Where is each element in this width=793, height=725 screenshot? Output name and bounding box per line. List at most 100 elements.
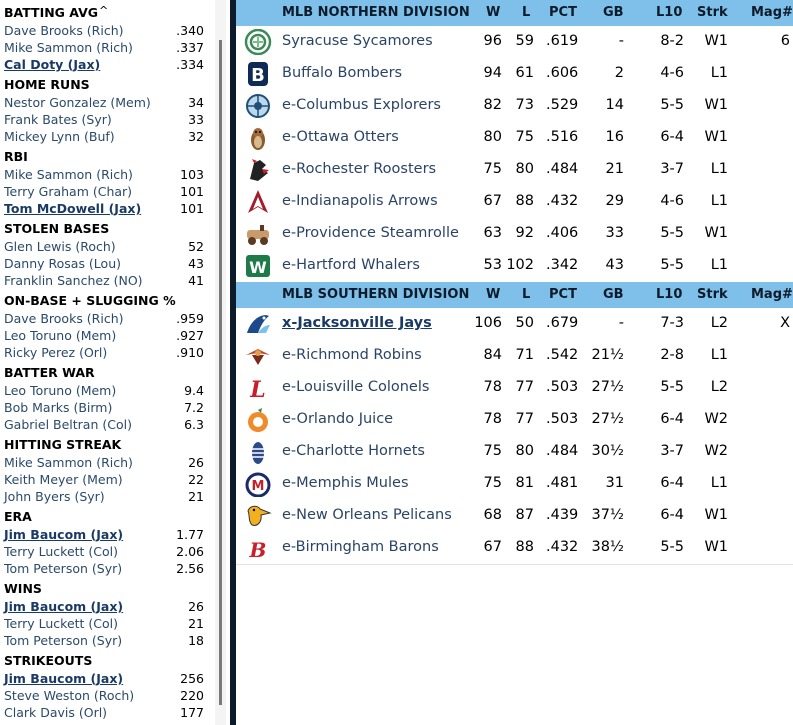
- leader-row[interactable]: Jim Baucom (Jax) 1.77: [4, 527, 204, 544]
- team-losses: 88: [515, 539, 534, 555]
- team-name-link[interactable]: e-New Orleans Pelicans: [282, 507, 452, 523]
- team-games-back: 21: [605, 161, 624, 177]
- panel-divider[interactable]: [230, 0, 236, 725]
- leader-player-name: Clark Davis (Orl): [4, 705, 108, 720]
- col-header-pct[interactable]: PCT: [549, 5, 577, 20]
- rooster-logo-icon: [244, 157, 272, 183]
- team-row[interactable]: Syracuse Sycamores 96 59 .619 - 8-2 W1 6: [236, 26, 793, 59]
- team-row[interactable]: e-Orlando Juice 78 77 .503 27½ 6-4 W2: [236, 404, 793, 437]
- leader-player-name[interactable]: Cal Doty (Jax): [4, 57, 101, 72]
- leader-player-name[interactable]: Jim Baucom (Jax): [4, 671, 124, 686]
- leader-stat-value: 101: [180, 184, 204, 199]
- leader-player-name: Leo Toruno (Mem): [4, 328, 117, 343]
- team-row[interactable]: B Buffalo Bombers 94 61 .606 2 4-6 L1: [236, 58, 793, 91]
- team-last-10: 5-5: [660, 225, 684, 241]
- leader-stat-value: 21: [188, 616, 204, 631]
- team-magic-number: X: [780, 315, 790, 331]
- team-wins: 78: [483, 411, 502, 427]
- leader-player-name: Ricky Perez (Orl): [4, 345, 108, 360]
- team-wins: 53: [483, 257, 502, 273]
- team-losses: 80: [515, 443, 534, 459]
- leader-player-name[interactable]: Jim Baucom (Jax): [4, 527, 124, 542]
- team-name-link[interactable]: e-Louisville Colonels: [282, 379, 430, 395]
- team-name-link[interactable]: e-Ottawa Otters: [282, 129, 399, 145]
- team-last-10: 6-4: [660, 507, 684, 523]
- leader-row[interactable]: Tom McDowell (Jax) 101: [4, 201, 204, 218]
- col-header-l[interactable]: L: [522, 5, 531, 20]
- team-games-back: 16: [605, 129, 624, 145]
- col-header-w[interactable]: W: [486, 5, 501, 20]
- team-row[interactable]: e-New Orleans Pelicans 68 87 .439 37½ 6-4 W1: [236, 500, 793, 533]
- team-win-pct: .432: [546, 193, 579, 209]
- team-row[interactable]: e-Charlotte Hornets 75 80 .484 30½ 3-7 W2: [236, 436, 793, 469]
- team-win-pct: .439: [546, 507, 579, 523]
- col-header-mag[interactable]: Mag#: [751, 5, 793, 20]
- sycamore-logo-icon: [244, 28, 272, 56]
- team-name-link[interactable]: e-Charlotte Hornets: [282, 443, 425, 459]
- team-name-link[interactable]: e-Richmond Robins: [282, 347, 422, 363]
- team-wins: 75: [483, 161, 502, 177]
- league-leaders-panel: [0, 0, 230, 725]
- team-name-link[interactable]: e-Rochester Roosters: [282, 161, 437, 177]
- col-header-strk[interactable]: Strk: [697, 287, 728, 302]
- leader-row[interactable]: Jim Baucom (Jax) 256: [4, 671, 204, 688]
- team-name-link[interactable]: e-Birmingham Barons: [282, 539, 439, 555]
- team-win-pct: .606: [546, 65, 579, 81]
- leader-player-name: Glen Lewis (Roch): [4, 239, 116, 254]
- robin-logo-icon: [244, 343, 272, 369]
- team-row[interactable]: x-Jacksonville Jays 106 50 .679 - 7-3 L2 X: [236, 308, 793, 341]
- col-header-gb[interactable]: GB: [603, 287, 624, 302]
- team-name-link[interactable]: e-Columbus Explorers: [282, 97, 441, 113]
- team-row[interactable]: e-Ottawa Otters 80 75 .516 16 6-4 W1: [236, 122, 793, 155]
- leader-player-name: Mike Sammon (Rich): [4, 455, 133, 470]
- leader-player-name: Terry Luckett (Col): [4, 544, 119, 559]
- leader-stat-value: 34: [188, 95, 204, 110]
- leader-row[interactable]: Cal Doty (Jax) .334: [4, 57, 204, 74]
- team-name-link[interactable]: x-Jacksonville Jays: [282, 315, 432, 331]
- col-header-gb[interactable]: GB: [603, 5, 624, 20]
- leader-stat-value: .337: [176, 40, 204, 55]
- col-header-l10[interactable]: L10: [656, 287, 683, 302]
- leader-category-title: BATTING AVG: [4, 5, 99, 20]
- leader-stat-value: 26: [188, 599, 204, 614]
- leader-player-name[interactable]: Jim Baucom (Jax): [4, 599, 124, 614]
- team-streak: L1: [710, 257, 728, 273]
- col-header-l[interactable]: L: [522, 287, 531, 302]
- leader-player-name: Bob Marks (Birm): [4, 400, 113, 415]
- leader-stat-value: 6.3: [184, 417, 204, 432]
- leader-stat-value: .959: [176, 311, 204, 326]
- leader-row[interactable]: Jim Baucom (Jax) 26: [4, 599, 204, 616]
- team-row[interactable]: e-Richmond Robins 84 71 .542 21½ 2-8 L1: [236, 340, 793, 373]
- scroll-up-icon[interactable]: ^: [99, 4, 109, 17]
- col-header-pct[interactable]: PCT: [549, 287, 577, 302]
- team-name-link[interactable]: Syracuse Sycamores: [282, 33, 433, 49]
- leader-category-title: RBI: [4, 149, 28, 164]
- team-row[interactable]: e-Indianapolis Arrows 67 88 .432 29 4-6 L1: [236, 186, 793, 219]
- team-name-link[interactable]: Buffalo Bombers: [282, 65, 403, 81]
- team-row[interactable]: e-Columbus Explorers 82 73 .529 14 5-5 W1: [236, 90, 793, 123]
- leader-row: Glen Lewis (Roch) 52: [4, 239, 204, 256]
- team-name-link[interactable]: e-Indianapolis Arrows: [282, 193, 438, 209]
- leader-player-name[interactable]: Tom McDowell (Jax): [4, 201, 142, 216]
- leaders-scrollbar-thumb[interactable]: [219, 40, 222, 705]
- col-header-strk[interactable]: Strk: [697, 5, 728, 20]
- orange-logo-icon: [244, 407, 272, 433]
- team-last-10: 5-5: [660, 379, 684, 395]
- team-name-link[interactable]: e-Orlando Juice: [282, 411, 394, 427]
- col-header-w[interactable]: W: [486, 287, 501, 302]
- team-losses: 92: [515, 225, 534, 241]
- team-name-link[interactable]: e-Hartford Whalers: [282, 257, 420, 273]
- team-losses: 75: [515, 129, 534, 145]
- team-last-10: 4-6: [660, 65, 684, 81]
- team-row[interactable]: e-Rochester Roosters 75 80 .484 21 3-7 L1: [236, 154, 793, 187]
- leader-player-name: Keith Meyer (Mem): [4, 472, 123, 487]
- team-name-link[interactable]: e-Memphis Mules: [282, 475, 409, 491]
- col-header-mag[interactable]: Mag#: [751, 287, 793, 302]
- col-header-l10[interactable]: L10: [656, 5, 683, 20]
- team-row[interactable]: e-Providence Steamrolle 63 92 .406 33 5-5 W1: [236, 218, 793, 251]
- team-name-link[interactable]: e-Providence Steamrolle: [282, 225, 459, 241]
